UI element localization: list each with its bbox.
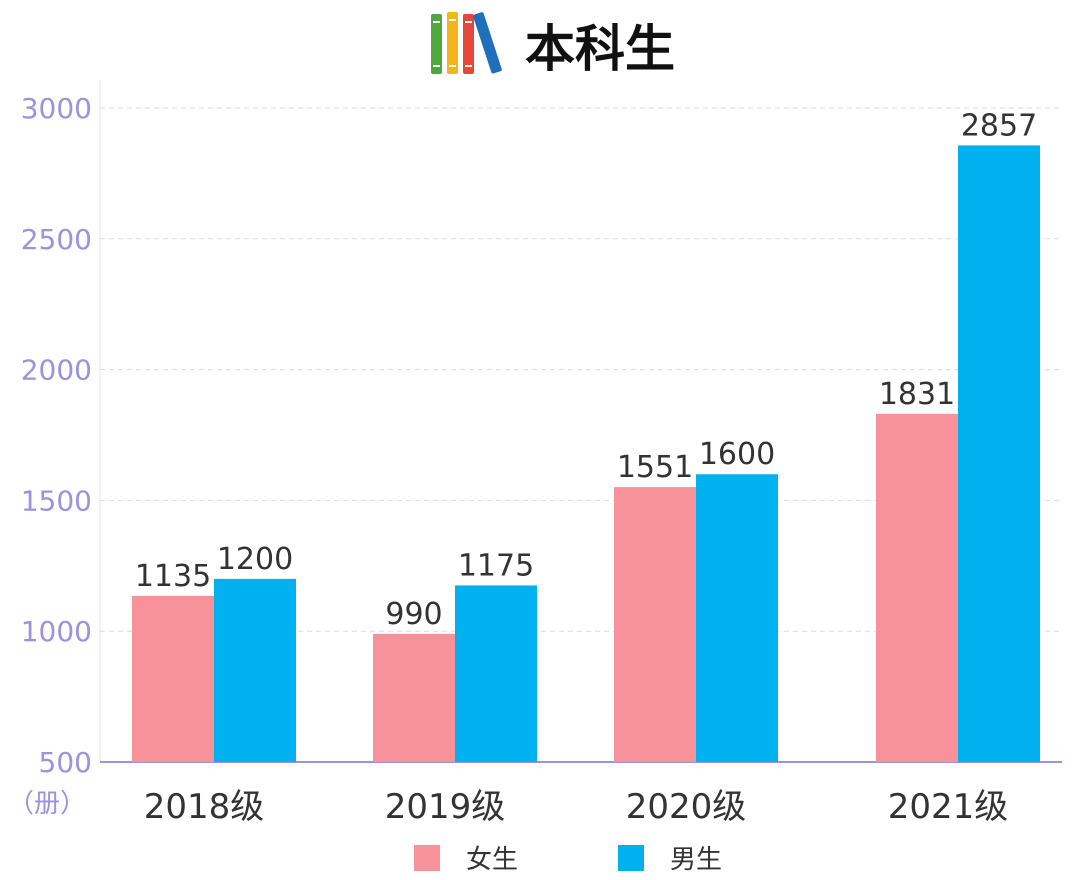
data-label: 1175 [458,548,534,583]
data-label: 1200 [217,542,293,577]
x-tick-label: 2021级 [888,787,1009,827]
y-axis-ticks: 500 1000 1500 2000 2500 3000 [21,92,92,779]
bar [696,474,778,762]
data-label: 990 [385,597,442,632]
data-label: 1600 [699,437,775,472]
bar [373,633,455,762]
bar [614,487,696,762]
chart-title: 本科生 [525,20,675,78]
y-tick-label: 500 [39,746,92,779]
x-axis-ticks: 2018级 2019级 2020级 2021级 [144,787,1009,827]
y-tick-label: 2500 [21,223,92,256]
bar [958,145,1040,762]
legend: 女生 男生 [414,845,722,875]
bar [214,578,296,762]
data-label: 2857 [961,108,1037,143]
legend-swatch [618,845,644,871]
x-tick-label: 2020级 [626,787,747,827]
y-tick-label: 1000 [21,615,92,648]
y-axis-unit-label: （册） [8,789,86,819]
x-tick-label: 2019级 [385,787,506,827]
data-label: 1135 [135,559,211,594]
legend-swatch [414,845,440,871]
legend-label: 女生 [466,845,518,875]
x-tick-label: 2018级 [144,787,265,827]
bar [876,413,958,762]
y-tick-label: 1500 [21,484,92,517]
bars [132,145,1040,762]
bar [455,585,537,762]
value-labels: 1135 1200 990 1175 1551 1600 1831 2857 [135,108,1037,631]
data-label: 1831 [879,377,955,412]
legend-label: 男生 [670,845,722,875]
bar [132,595,214,762]
books-icon [431,12,502,74]
data-label: 1551 [617,450,693,485]
y-tick-label: 3000 [21,92,92,125]
y-tick-label: 2000 [21,354,92,387]
